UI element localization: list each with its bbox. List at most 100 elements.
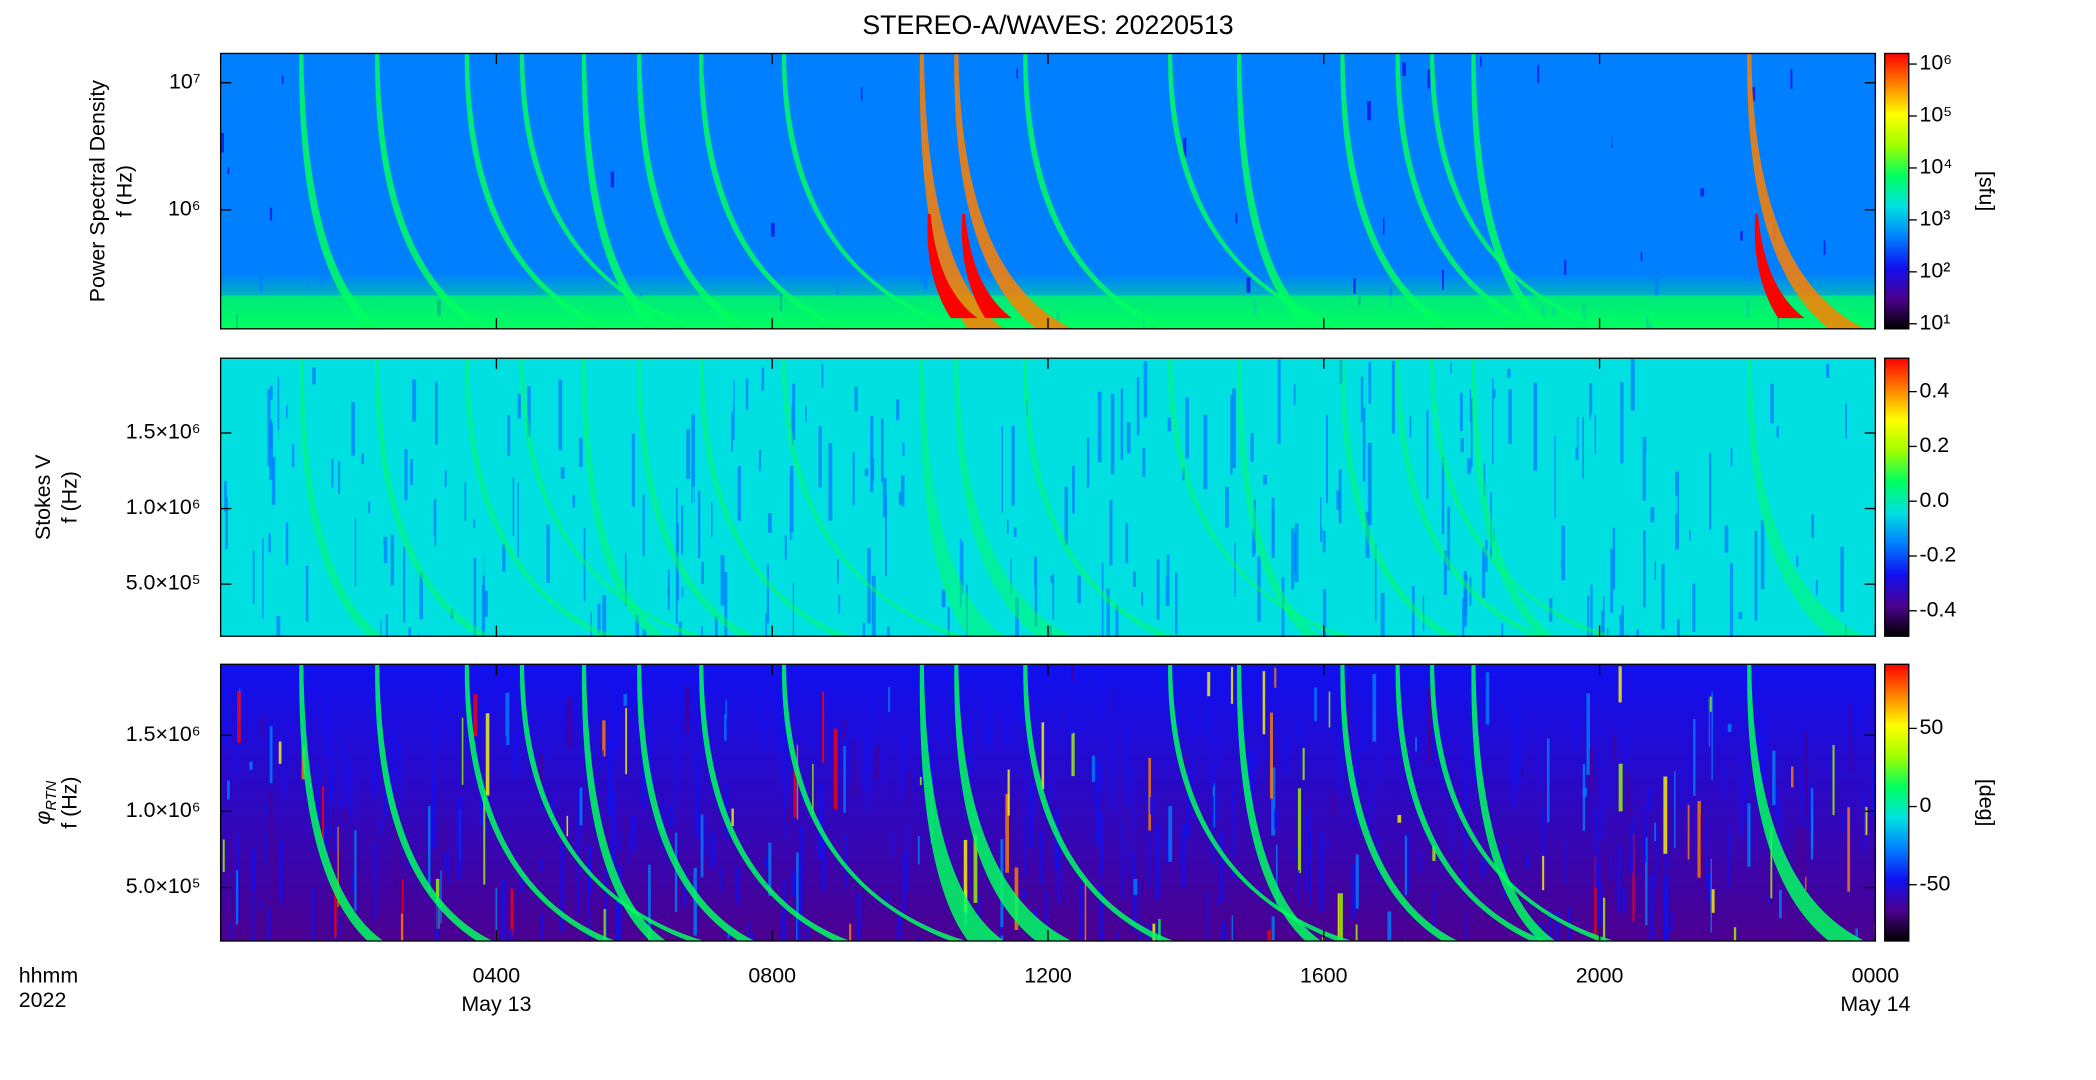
heatmap-texture (597, 603, 601, 634)
heatmap-texture (1714, 937, 1717, 941)
heatmap-texture (923, 271, 928, 290)
heatmap-texture (1744, 89, 1746, 97)
heatmap-texture (1383, 217, 1385, 235)
heatmap-texture (1636, 629, 1639, 637)
heatmap-texture (763, 723, 767, 749)
heatmap-texture (239, 110, 243, 131)
heatmap-texture (1013, 527, 1017, 537)
heatmap-texture (923, 482, 926, 515)
heatmap-texture (354, 763, 357, 848)
heatmap-texture (1015, 74, 1019, 95)
y-axis-label: φRTN (31, 780, 60, 824)
heatmap-texture (1689, 530, 1691, 541)
heatmap-texture (1611, 137, 1614, 146)
heatmap-texture (615, 688, 618, 763)
heatmap-texture (1111, 736, 1114, 812)
heatmap-texture (1000, 935, 1004, 941)
heatmap-texture (882, 477, 887, 518)
heatmap-texture (466, 403, 469, 464)
heatmap-texture (1337, 611, 1339, 636)
heatmap-texture (1133, 571, 1136, 588)
heatmap-texture (1749, 597, 1752, 607)
heatmap-texture (540, 859, 543, 871)
heatmap-texture (758, 450, 762, 472)
heatmap-texture (890, 207, 894, 227)
colorbar-tick-label: 10³ (1919, 207, 1950, 231)
heatmap-texture (1717, 396, 1722, 466)
heatmap-texture (1807, 409, 1812, 447)
heatmap-texture (1347, 680, 1349, 751)
heatmap-texture (1125, 522, 1129, 564)
heatmap-texture (1722, 579, 1726, 637)
heatmap-texture (1165, 554, 1170, 606)
heatmap-texture (277, 376, 280, 439)
heatmap-texture (1445, 551, 1450, 626)
burst-core (1754, 213, 1805, 319)
spectrogram (220, 358, 1876, 637)
heatmap-texture (1622, 887, 1625, 915)
heatmap-texture (1024, 748, 1026, 814)
heatmap-texture (368, 501, 371, 514)
heatmap-texture (235, 870, 239, 925)
heatmap-texture (1044, 373, 1049, 416)
heatmap-texture (737, 466, 742, 521)
heatmap-texture (1013, 667, 1016, 720)
heatmap-texture (1730, 448, 1733, 467)
heatmap-texture (947, 606, 950, 637)
heatmap-texture (1446, 449, 1450, 458)
heatmap-texture (602, 595, 607, 637)
heatmap-texture (1184, 754, 1186, 823)
heatmap-texture (1823, 240, 1826, 255)
heatmap-texture (505, 692, 510, 746)
heatmap-texture (702, 844, 705, 860)
heatmap-texture (615, 899, 620, 941)
heatmap-texture (1770, 827, 1773, 899)
heatmap-texture (473, 519, 476, 528)
heatmap-texture (1210, 762, 1215, 787)
heatmap-texture (910, 586, 915, 637)
heatmap-texture (1415, 416, 1418, 430)
heatmap-texture (328, 867, 331, 931)
heatmap-texture (1652, 110, 1656, 129)
heatmap-texture (237, 833, 240, 920)
heatmap-texture (499, 664, 502, 707)
y-axis-label: f (Hz) (112, 165, 136, 217)
heatmap-texture (1645, 454, 1648, 524)
heatmap-texture (777, 502, 781, 533)
heatmap-texture (1357, 591, 1362, 599)
heatmap-texture (540, 912, 545, 941)
spectrogram (220, 664, 1876, 941)
heatmap-texture (1136, 376, 1140, 436)
heatmap-texture (1667, 505, 1671, 540)
heatmap-texture (401, 879, 404, 941)
heatmap-texture (278, 741, 282, 764)
heatmap-texture (502, 544, 506, 572)
heatmap-texture (428, 68, 431, 77)
heatmap-texture (229, 924, 232, 941)
heatmap-texture (1480, 56, 1482, 67)
heatmap-texture (1801, 828, 1806, 884)
heatmap-texture (560, 467, 565, 479)
heatmap-texture (1811, 514, 1815, 539)
colorbar (1884, 52, 1910, 330)
heatmap-texture (1427, 688, 1431, 763)
heatmap-texture (1357, 744, 1360, 809)
heatmap-texture (864, 468, 869, 477)
heatmap-texture (377, 572, 379, 637)
heatmap-texture (1403, 204, 1407, 225)
heatmap-texture (642, 494, 645, 556)
heatmap-texture (481, 584, 486, 637)
heatmap-texture (651, 473, 654, 539)
heatmap-texture (806, 918, 809, 941)
heatmap-texture (1583, 787, 1587, 797)
heatmap-texture (1167, 417, 1171, 432)
heatmap-texture (1106, 588, 1110, 637)
heatmap-texture (609, 750, 613, 804)
heatmap-texture (1535, 84, 1538, 103)
heatmap-texture (1291, 528, 1295, 590)
heatmap-texture (1805, 730, 1809, 818)
heatmap-texture (867, 744, 871, 769)
heatmap-texture (1304, 813, 1309, 893)
heatmap-texture (727, 928, 730, 941)
heatmap-texture (623, 817, 626, 876)
